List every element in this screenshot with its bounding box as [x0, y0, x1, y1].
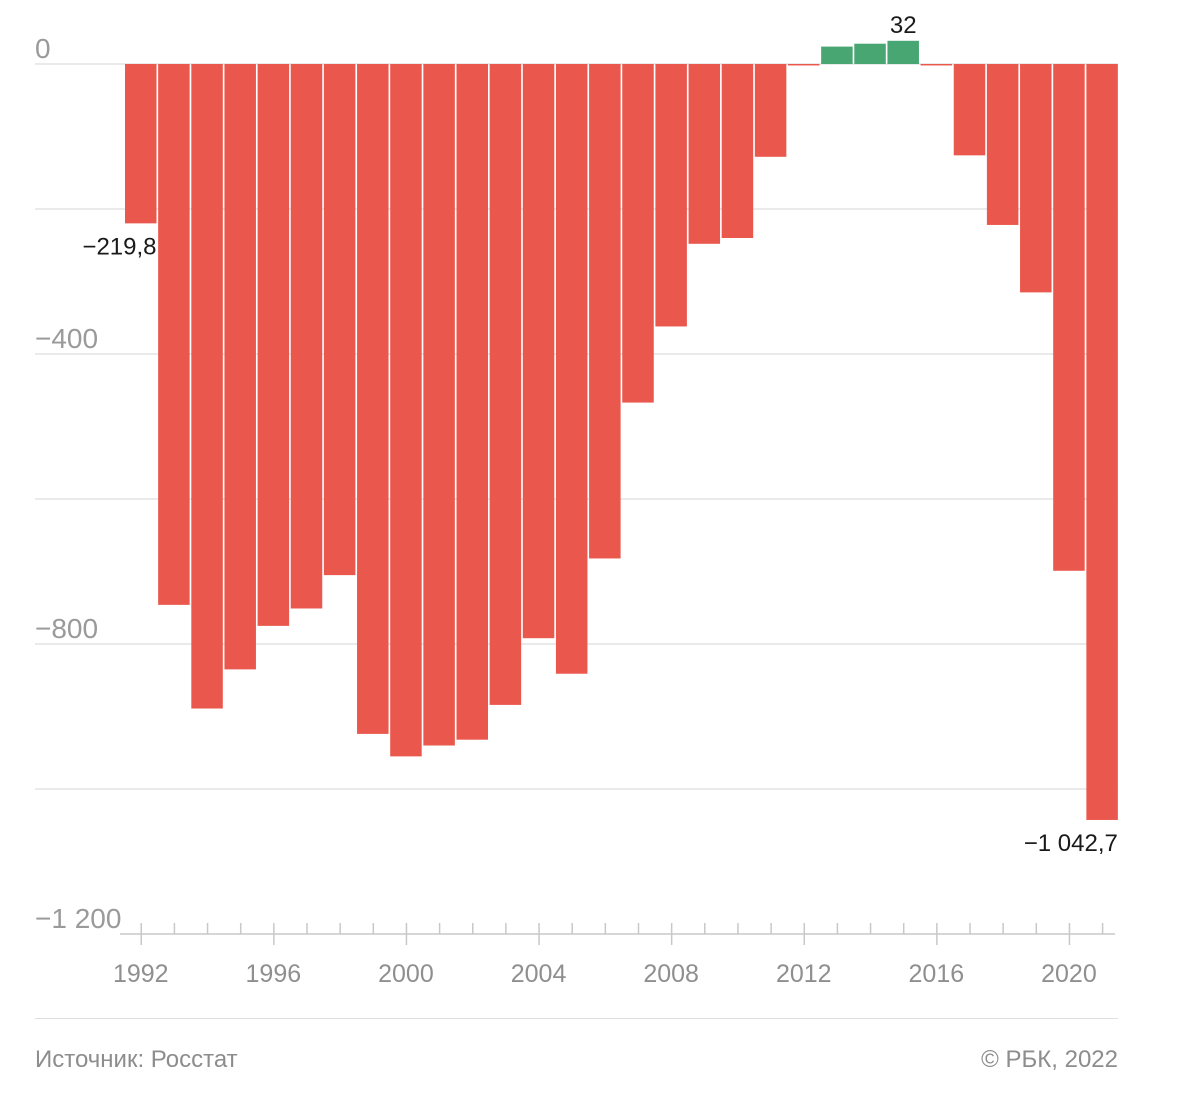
x-tick-label: 2020 — [1041, 960, 1097, 988]
bar — [224, 64, 256, 670]
bar — [423, 64, 455, 746]
bar — [555, 64, 588, 674]
bar — [953, 64, 986, 156]
bar — [986, 64, 1019, 225]
bar — [1020, 64, 1052, 293]
bar — [323, 64, 356, 576]
bar — [1086, 64, 1118, 820]
x-tick-label: 1992 — [113, 960, 169, 988]
bar — [589, 64, 621, 559]
bar — [357, 64, 389, 734]
y-tick-label: −400 — [35, 323, 98, 354]
x-tick-label: 2012 — [776, 960, 832, 988]
bar — [688, 64, 721, 244]
bar — [290, 64, 323, 609]
bar — [158, 64, 190, 605]
x-tick-label: 2000 — [378, 960, 434, 988]
x-tick-label: 1996 — [246, 960, 302, 988]
source-note: Источник: Росстат — [35, 1046, 238, 1073]
x-tick-label: 2008 — [643, 960, 699, 988]
data-label: −1 042,7 — [1024, 830, 1118, 857]
bar — [456, 64, 488, 740]
bar — [489, 64, 522, 705]
y-tick-label: −800 — [35, 613, 98, 644]
bar — [622, 64, 654, 403]
data-label: 32 — [890, 12, 917, 39]
bar — [125, 64, 157, 224]
bar — [191, 64, 223, 709]
bar — [721, 64, 754, 238]
bar — [920, 64, 953, 66]
bar — [1053, 64, 1085, 571]
bar — [655, 64, 687, 327]
copyright-note: © РБК, 2022 — [981, 1046, 1118, 1073]
bar — [522, 64, 555, 639]
bar — [854, 43, 886, 64]
y-tick-label: −1 200 — [35, 903, 121, 934]
y-tick-label: 0 — [35, 33, 51, 64]
bar — [821, 46, 853, 64]
x-tick-label: 2004 — [511, 960, 567, 988]
footer-divider — [35, 1018, 1118, 1019]
bar — [754, 64, 787, 157]
bar — [887, 40, 919, 64]
x-tick-label: 2016 — [909, 960, 965, 988]
bar — [788, 64, 820, 66]
bar — [390, 64, 422, 757]
data-label: −219,8 — [82, 233, 156, 260]
bar — [257, 64, 290, 626]
